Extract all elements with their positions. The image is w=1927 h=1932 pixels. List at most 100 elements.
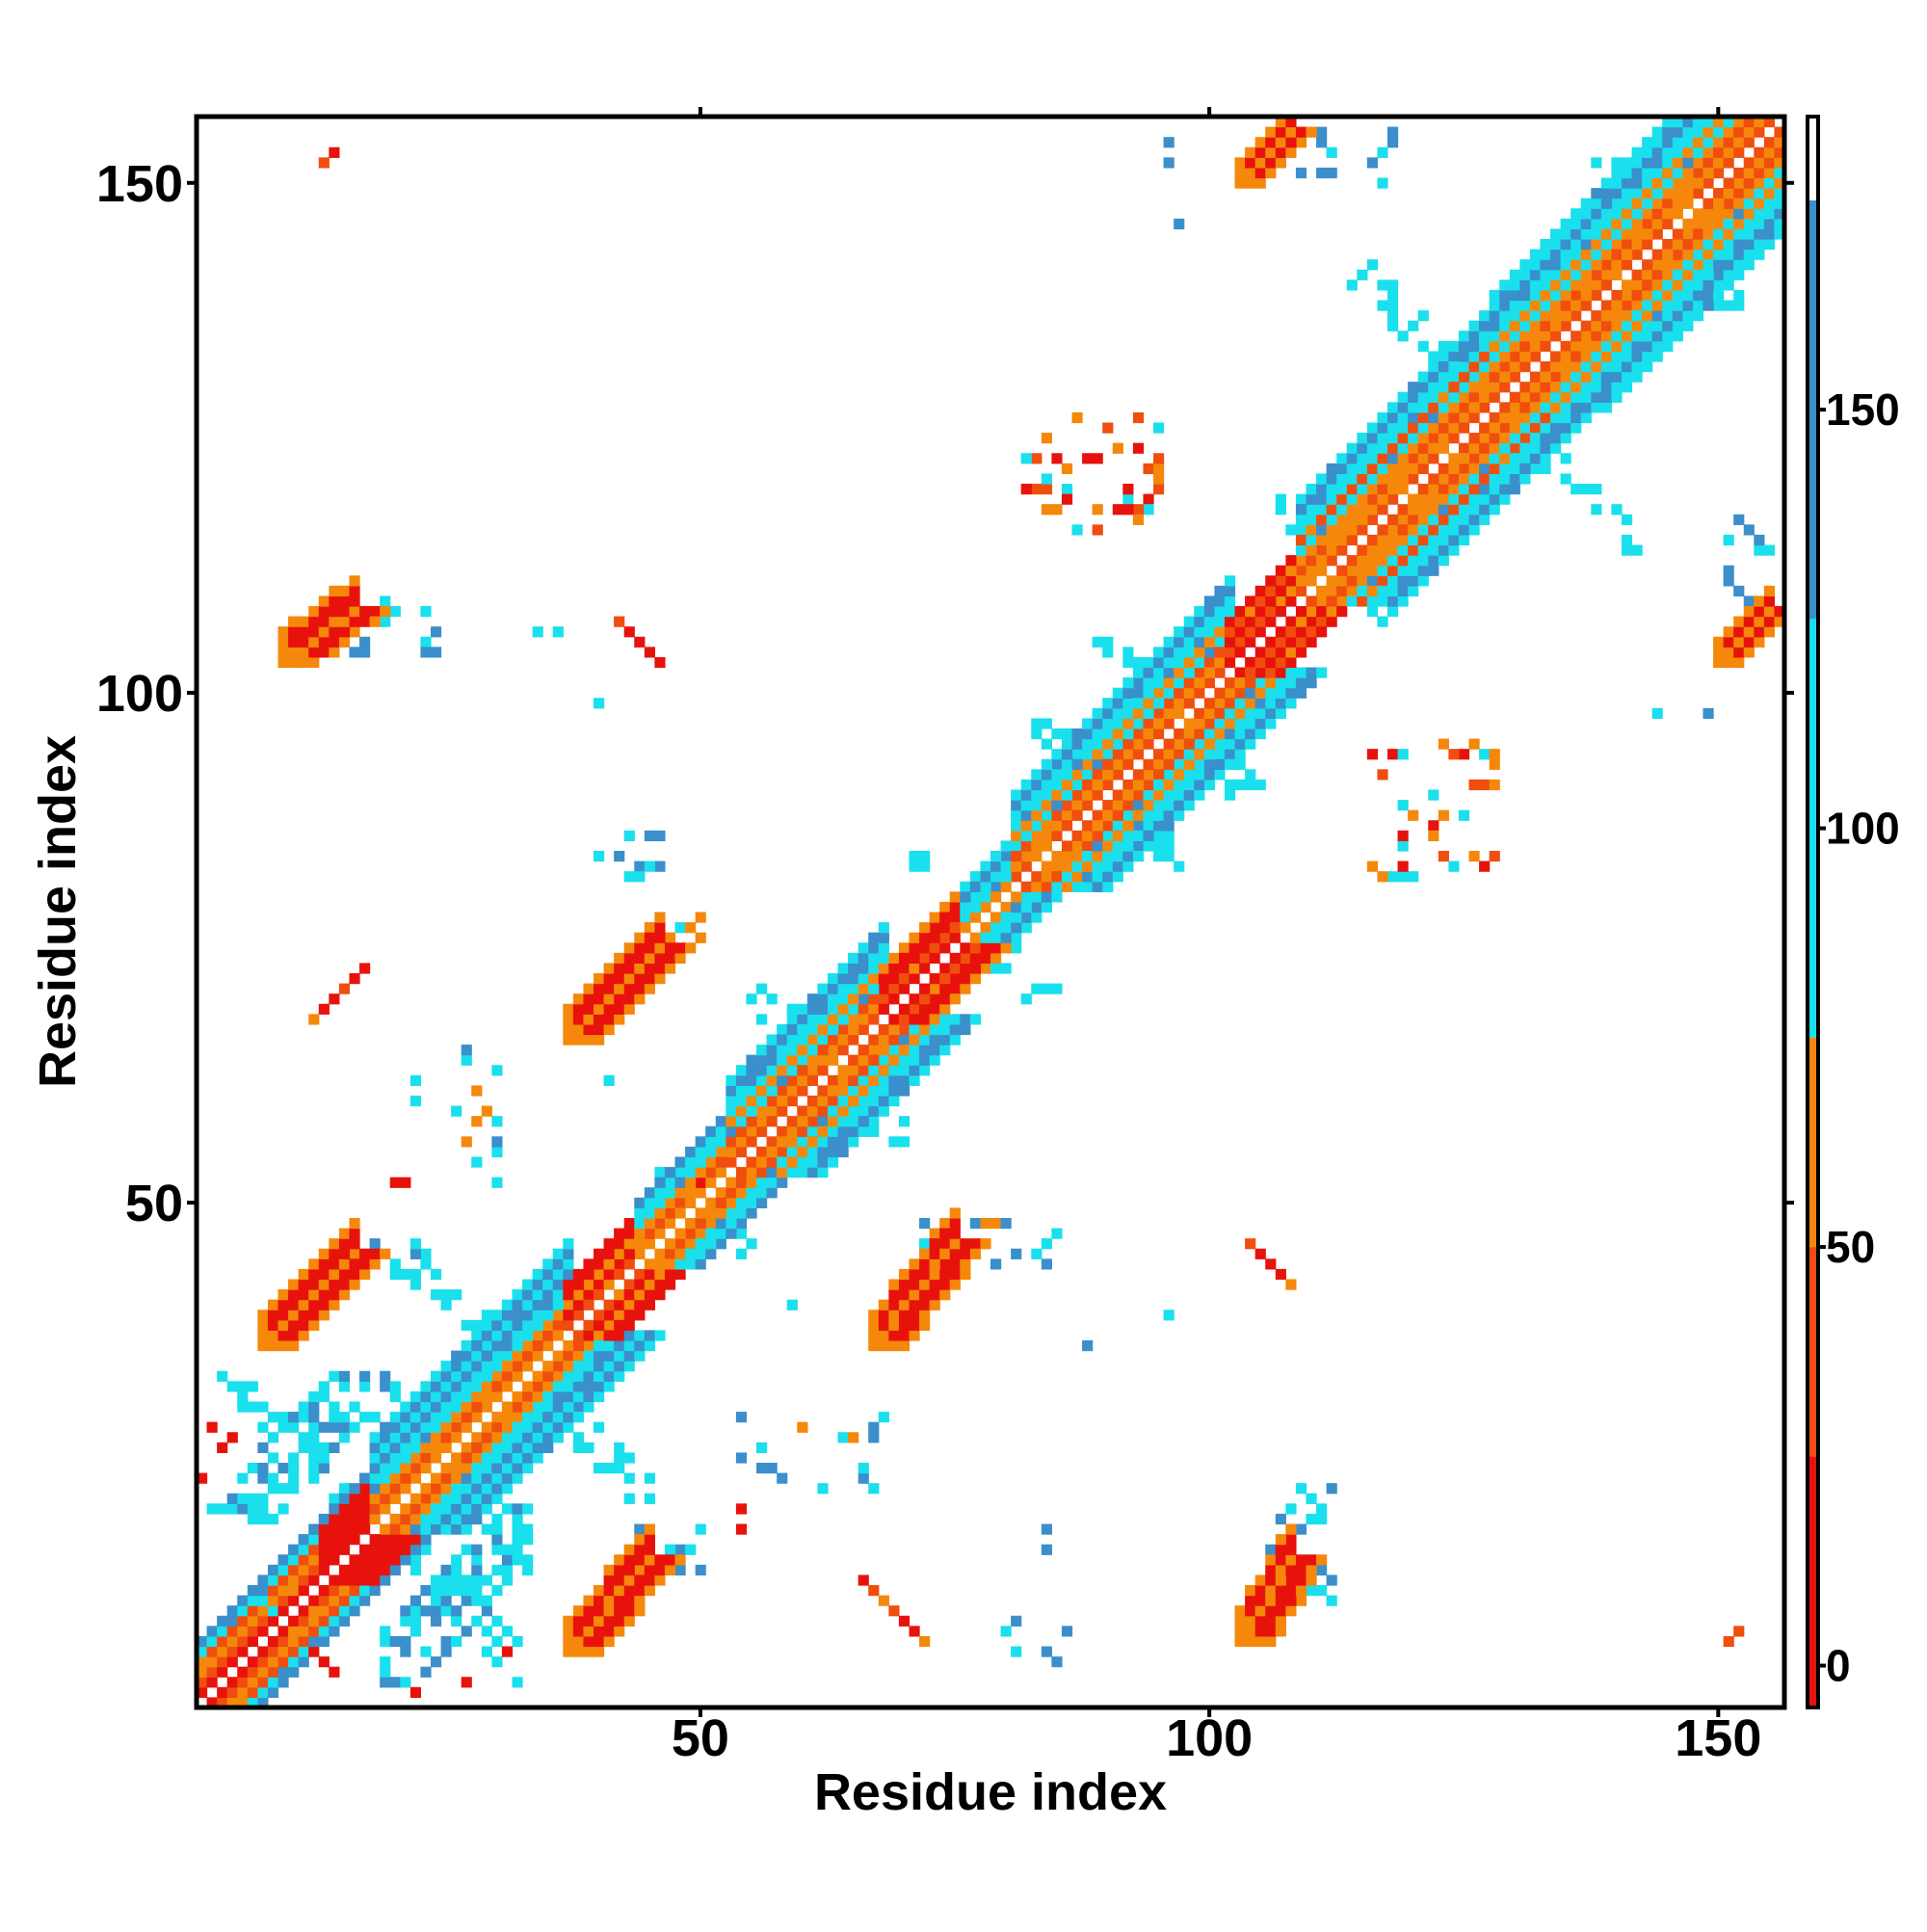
heatmap-cell <box>1143 656 1154 669</box>
heatmap-cell <box>1468 351 1480 362</box>
heatmap-cell <box>1591 208 1602 220</box>
heatmap-cell <box>960 1248 971 1259</box>
heatmap-cell <box>1417 504 1429 516</box>
heatmap-cell <box>614 1554 625 1566</box>
heatmap-cell <box>623 963 635 974</box>
heatmap-cell <box>512 1677 523 1688</box>
heatmap-cell <box>1061 769 1073 781</box>
heatmap-cell <box>868 983 880 994</box>
heatmap-cell <box>990 871 1002 883</box>
heatmap-cell <box>308 1452 320 1464</box>
heatmap-cell <box>1540 300 1551 311</box>
heatmap-cell <box>1448 340 1460 353</box>
heatmap-cell <box>594 1340 605 1352</box>
heatmap-cell <box>1061 484 1073 495</box>
heatmap-cell <box>868 1065 880 1076</box>
heatmap-cell <box>522 1534 534 1546</box>
heatmap-cell <box>451 1483 462 1495</box>
heatmap-cell <box>1600 198 1613 209</box>
heatmap-cell <box>247 1626 258 1637</box>
heatmap-cell <box>277 636 289 648</box>
heatmap-cell <box>1408 585 1419 597</box>
heatmap-cell <box>1092 820 1103 832</box>
heatmap-cell <box>1438 433 1449 444</box>
heatmap-cell <box>898 1003 911 1015</box>
heatmap-cell <box>318 1310 330 1321</box>
heatmap-cell <box>1346 279 1358 291</box>
heatmap-cell <box>552 1361 564 1372</box>
heatmap-cell <box>1377 300 1388 311</box>
heatmap-cell <box>237 1472 249 1484</box>
heatmap-cell <box>746 1054 757 1066</box>
heatmap-cell <box>603 993 615 1005</box>
heatmap-cell <box>888 1289 900 1301</box>
heatmap-cell <box>267 1677 279 1688</box>
heatmap-cell <box>1306 667 1317 678</box>
heatmap-cell <box>1519 382 1531 393</box>
heatmap-cell <box>594 1258 605 1270</box>
heatmap-cell <box>380 1666 391 1678</box>
heatmap-cell <box>1438 382 1449 393</box>
heatmap-cell <box>939 963 951 974</box>
heatmap-cell <box>960 901 971 913</box>
heatmap-cell <box>1316 484 1328 495</box>
heatmap-cell <box>1723 239 1734 251</box>
heatmap-cell <box>1071 871 1083 883</box>
heatmap-cell <box>329 1268 340 1281</box>
heatmap-cell <box>501 1575 514 1586</box>
heatmap-cell <box>1448 382 1460 393</box>
heatmap-cell <box>1234 647 1246 658</box>
heatmap-cell <box>1662 167 1674 179</box>
heatmap-cell <box>1234 718 1246 729</box>
heatmap-cell <box>1397 860 1409 872</box>
heatmap-cell <box>1194 789 1205 801</box>
heatmap-cell <box>644 1187 655 1199</box>
heatmap-cell <box>451 1421 462 1433</box>
heatmap-cell <box>1143 769 1154 781</box>
heatmap-cell <box>409 1493 422 1504</box>
heatmap-cell <box>664 1279 676 1290</box>
heatmap-cell <box>848 1105 859 1117</box>
heatmap-cell <box>1387 484 1399 495</box>
heatmap-cell <box>512 1523 523 1535</box>
heatmap-cell <box>1275 137 1286 148</box>
heatmap-cell <box>512 1554 523 1566</box>
heatmap-cell <box>277 1635 289 1648</box>
heatmap-cell <box>1112 728 1123 740</box>
heatmap-cell <box>1377 575 1388 587</box>
heatmap-cell <box>461 1595 472 1606</box>
heatmap-cell <box>1102 769 1114 781</box>
heatmap-cell <box>1600 371 1613 383</box>
heatmap-cell <box>1224 595 1236 607</box>
heatmap-cell <box>695 1146 706 1158</box>
heatmap-cell <box>1275 1626 1286 1637</box>
heatmap-cell <box>898 1136 911 1148</box>
heatmap-cell <box>614 1615 625 1627</box>
heatmap-cell <box>1377 504 1388 516</box>
heatmap-cell <box>1387 310 1399 322</box>
heatmap-cell <box>1438 361 1449 373</box>
heatmap-cell <box>1153 647 1165 658</box>
heatmap-cell <box>1774 616 1785 627</box>
heatmap-cell <box>277 1554 289 1566</box>
heatmap-cell <box>1631 188 1643 199</box>
heatmap-cell <box>980 881 991 892</box>
heatmap-cell <box>409 1452 422 1464</box>
heatmap-cell <box>522 1463 534 1474</box>
heatmap-cell <box>685 1238 697 1250</box>
heatmap-cell <box>1733 616 1745 627</box>
heatmap-cell <box>766 1167 778 1178</box>
heatmap-cell <box>349 1503 360 1515</box>
heatmap-cell <box>338 1523 351 1535</box>
heatmap-cell <box>1122 728 1134 740</box>
heatmap-cell <box>1651 167 1663 179</box>
heatmap-cell <box>1245 157 1256 169</box>
heatmap-cell <box>1723 656 1734 669</box>
heatmap-cell <box>542 1421 554 1433</box>
heatmap-cell <box>409 1554 422 1566</box>
heatmap-cell <box>1499 340 1511 353</box>
heatmap-cell <box>1000 922 1012 934</box>
heatmap-cell <box>501 1626 514 1637</box>
heatmap-cell <box>1265 146 1277 158</box>
heatmap-cell <box>1489 779 1500 791</box>
